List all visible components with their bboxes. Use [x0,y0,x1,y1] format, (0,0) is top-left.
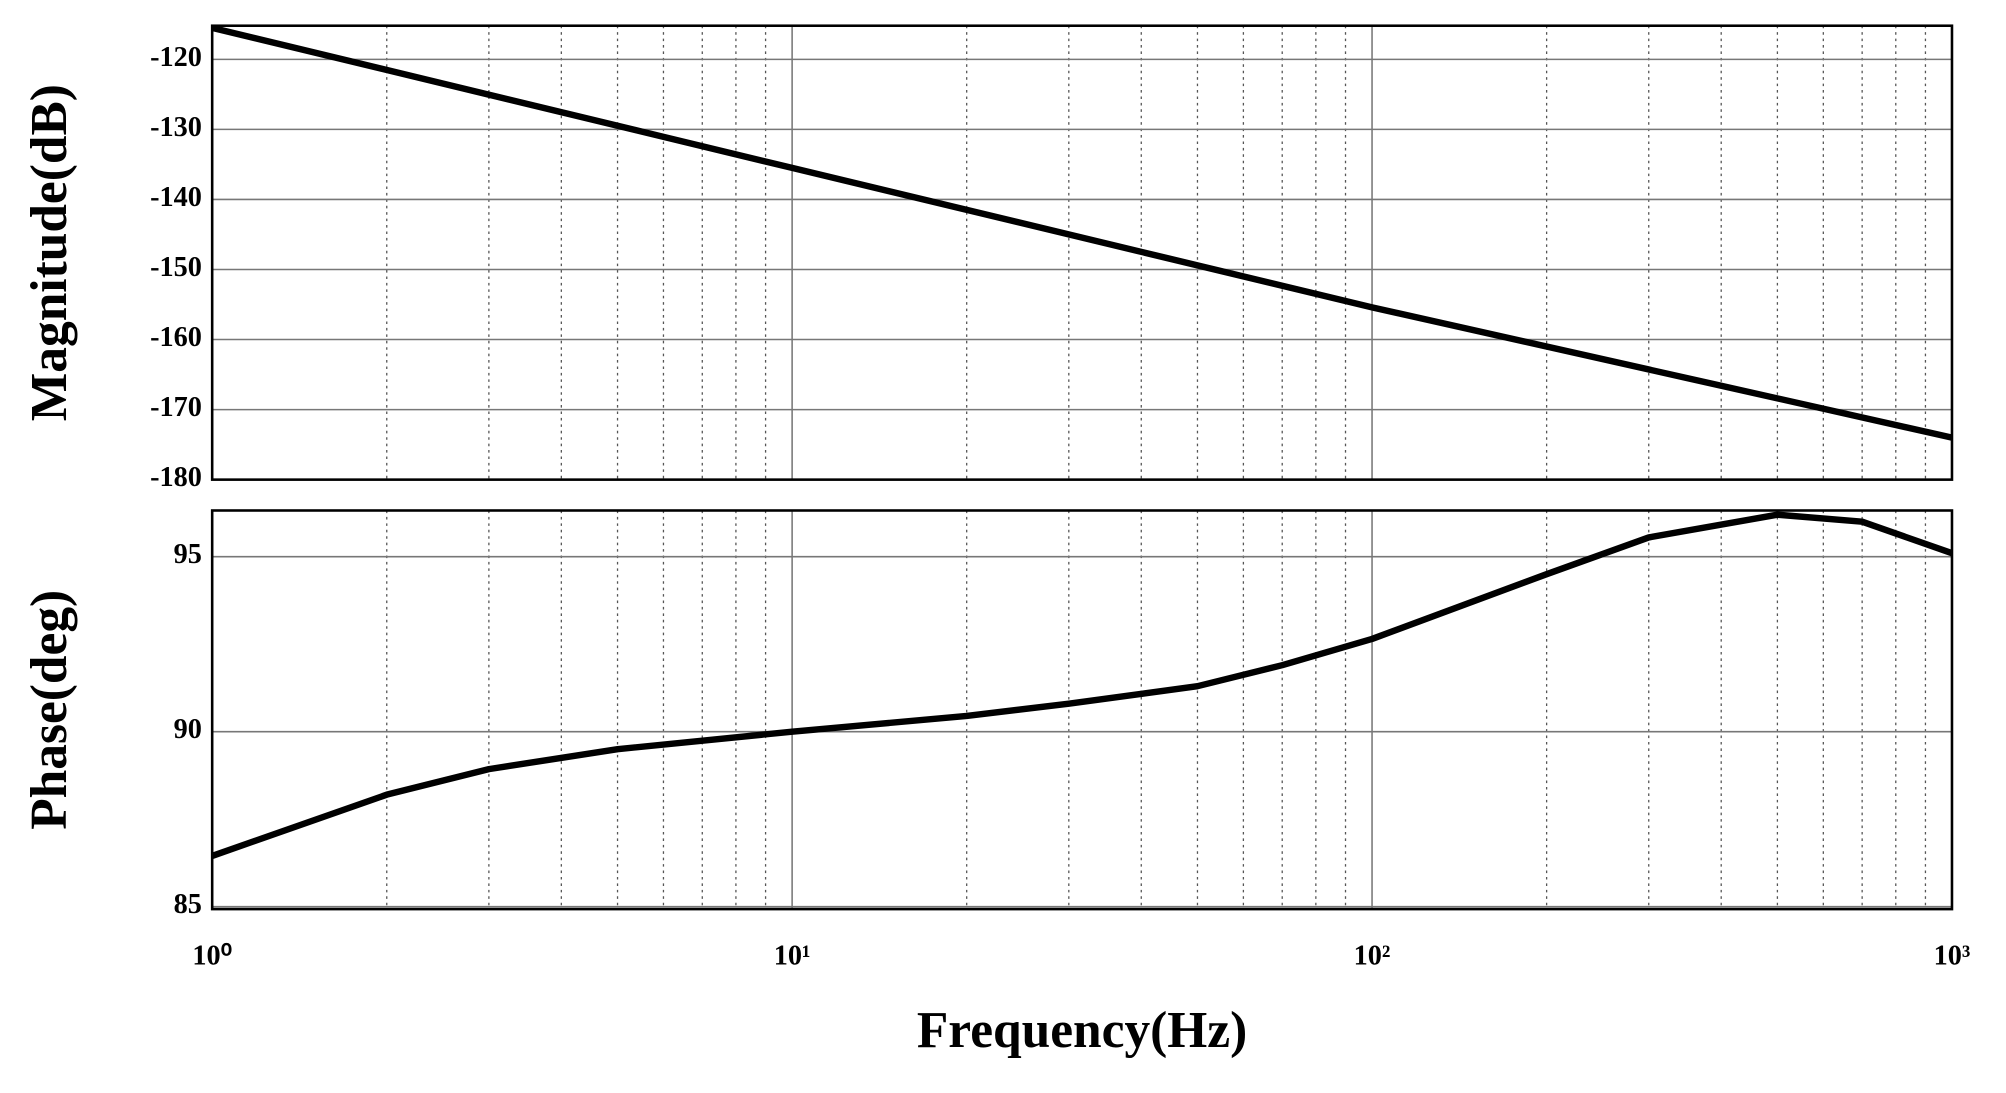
y-axis-label: Magnitude(dB) [21,84,78,421]
y-tick-label: 95 [174,539,202,570]
plot-frame [210,509,1954,911]
y-axis-label: Phase(deg) [21,590,78,830]
y-tick-label: -160 [150,322,202,353]
y-tick-label: 90 [174,714,202,745]
x-tick-label: 10³ [1934,940,1971,971]
series-line [211,511,1954,859]
y-tick-label: -180 [150,462,202,493]
series-line [211,24,1953,441]
y-tick-label: -140 [150,182,202,213]
x-tick-label: 10² [1354,940,1391,971]
y-tick-label: -150 [150,252,202,283]
x-axis-label: Frequency(Hz) [917,1002,1247,1059]
y-tick-label: -170 [150,392,202,423]
y-tick-label: 85 [174,889,202,920]
y-tick-label: -120 [150,42,202,73]
y-tick-label: -130 [150,112,202,143]
x-tick-label: 10¹ [774,940,811,971]
x-tick-label: 10⁰ [192,940,232,971]
plot-frame [210,24,1954,481]
